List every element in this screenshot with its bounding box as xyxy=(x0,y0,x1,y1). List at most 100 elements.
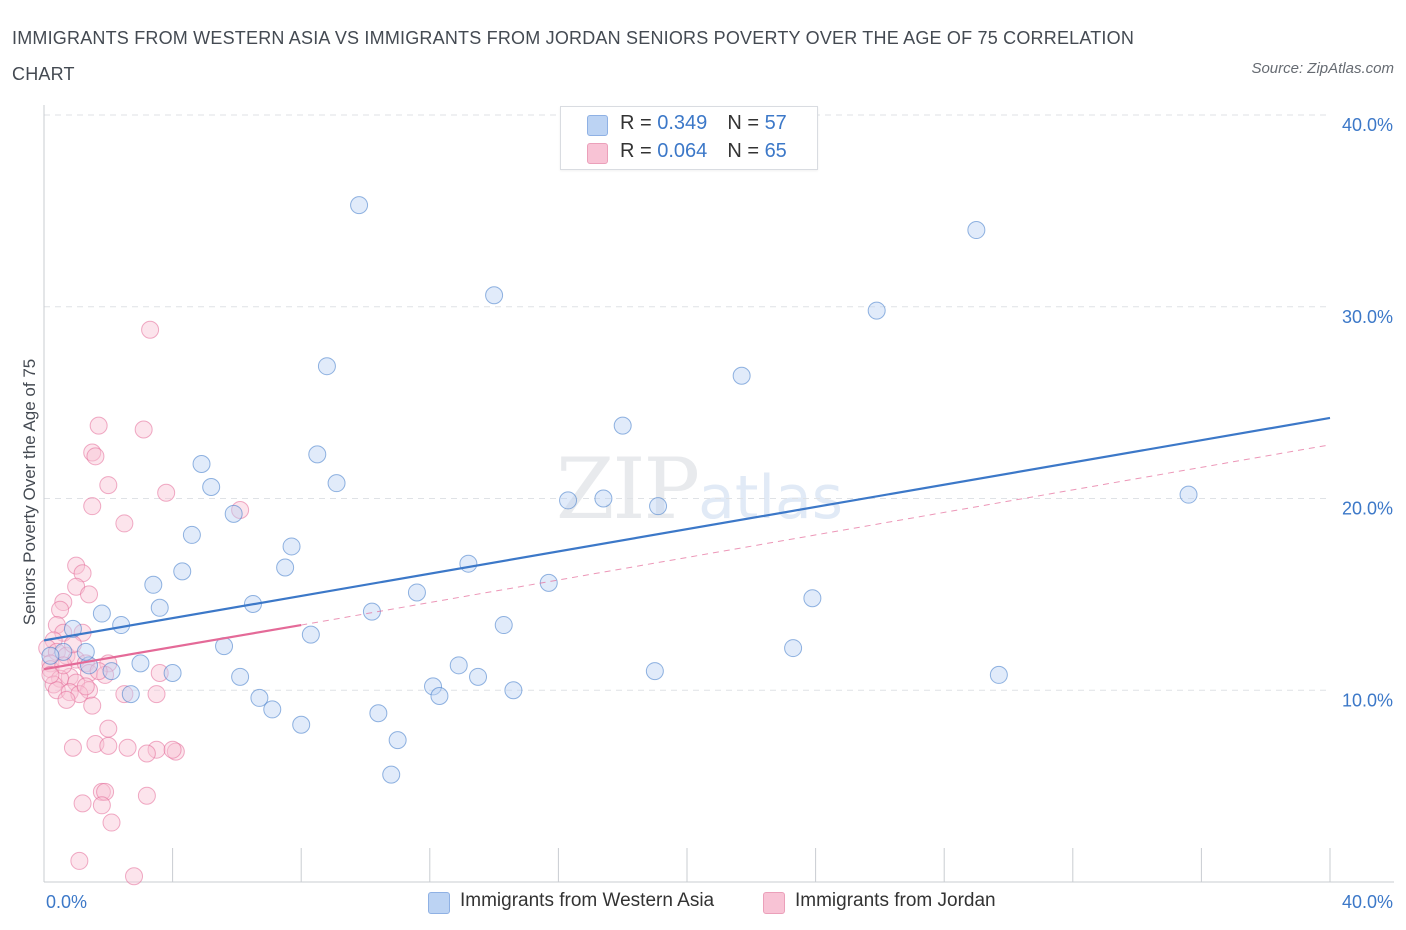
series-legend-label: Immigrants from Western Asia xyxy=(460,890,715,911)
data-point-western-asia xyxy=(224,504,243,523)
data-point-western-asia xyxy=(559,491,578,510)
data-point-western-asia xyxy=(867,301,886,320)
data-point-western-asia xyxy=(202,477,221,496)
data-point-jordan xyxy=(137,786,156,805)
data-point-jordan xyxy=(89,662,108,681)
data-point-western-asia xyxy=(63,619,82,638)
data-point-western-asia xyxy=(131,654,150,673)
data-point-western-asia xyxy=(308,445,327,464)
legend-n-value: 57 xyxy=(764,112,787,134)
data-point-western-asia xyxy=(469,667,488,686)
data-point-western-asia xyxy=(163,663,182,682)
data-point-western-asia xyxy=(803,589,822,608)
legend-r-value: 0.064 xyxy=(657,140,708,162)
data-point-jordan xyxy=(134,420,153,439)
data-point-jordan xyxy=(141,320,160,339)
chart-title: IMMIGRANTS FROM WESTERN ASIA VS IMMIGRAN… xyxy=(12,28,1135,84)
data-point-western-asia xyxy=(989,665,1008,684)
data-point-jordan xyxy=(83,497,102,516)
data-point-western-asia xyxy=(649,497,668,516)
legend-text: R = 0.349 N = 57 xyxy=(620,112,787,135)
data-point-jordan xyxy=(163,740,182,759)
trendline-jordan-extension xyxy=(301,444,1331,626)
legend-n-value: 65 xyxy=(764,140,787,162)
data-point-western-asia xyxy=(732,366,751,385)
data-point-jordan xyxy=(115,514,134,533)
data-point-western-asia xyxy=(369,704,388,723)
data-point-western-asia xyxy=(350,196,369,215)
watermark-zip: ZIP xyxy=(556,440,700,538)
data-point-jordan xyxy=(115,685,134,704)
data-point-western-asia xyxy=(327,474,346,493)
data-point-jordan xyxy=(70,851,89,870)
data-point-western-asia xyxy=(276,558,295,577)
y-tick-label: 10.0% xyxy=(1342,690,1393,710)
data-point-jordan xyxy=(137,744,156,763)
data-point-jordan xyxy=(89,416,108,435)
data-point-western-asia xyxy=(182,525,201,544)
legend-swatch-pink xyxy=(587,143,608,164)
series-swatch-pink xyxy=(763,892,785,914)
legend-swatch-blue xyxy=(587,115,608,136)
data-point-jordan xyxy=(99,476,118,495)
series-legend-label: Immigrants from Jordan xyxy=(795,890,996,911)
x-tick-label: 0.0% xyxy=(46,892,87,912)
data-point-western-asia xyxy=(173,562,192,581)
legend-r-value: 0.349 xyxy=(657,112,708,134)
data-point-western-asia xyxy=(231,667,250,686)
data-point-jordan xyxy=(41,665,60,684)
data-point-western-asia xyxy=(613,416,632,435)
y-tick-label: 20.0% xyxy=(1342,499,1393,519)
data-point-jordan xyxy=(86,447,105,466)
data-point-western-asia xyxy=(121,685,140,704)
data-point-western-asia xyxy=(144,575,163,594)
data-point-jordan xyxy=(147,740,166,759)
data-point-western-asia xyxy=(382,765,401,784)
data-point-jordan xyxy=(57,690,76,709)
legend-r-label: R = xyxy=(620,112,658,134)
data-point-western-asia xyxy=(282,537,301,556)
data-point-jordan xyxy=(118,738,137,757)
data-point-jordan xyxy=(166,742,185,761)
data-point-jordan xyxy=(83,696,102,715)
data-point-western-asia xyxy=(449,656,468,675)
data-point-jordan xyxy=(96,782,115,801)
data-point-jordan xyxy=(99,719,118,738)
data-point-jordan xyxy=(147,685,166,704)
data-point-western-asia xyxy=(967,221,986,240)
series-western-asia-points xyxy=(41,196,1198,784)
data-point-jordan xyxy=(67,556,86,575)
data-point-jordan xyxy=(125,867,144,886)
legend-text: R = 0.064 N = 65 xyxy=(620,140,787,163)
stats-legend: R = 0.349 N = 57 R = 0.064 N = 65 xyxy=(560,106,818,170)
data-point-western-asia xyxy=(485,286,504,305)
data-point-western-asia xyxy=(92,604,111,623)
data-point-western-asia xyxy=(317,357,336,376)
data-point-western-asia xyxy=(150,598,169,617)
data-point-western-asia xyxy=(1179,485,1198,504)
data-point-jordan xyxy=(63,738,82,757)
watermark: ZIPatlas xyxy=(556,440,843,538)
data-point-western-asia xyxy=(41,646,60,665)
data-point-western-asia xyxy=(263,700,282,719)
data-point-western-asia xyxy=(784,639,803,658)
data-point-western-asia xyxy=(645,662,664,681)
x-tick-label: 40.0% xyxy=(1342,892,1393,912)
data-point-jordan xyxy=(73,794,92,813)
data-point-western-asia xyxy=(504,681,523,700)
data-point-western-asia xyxy=(430,687,449,706)
data-point-jordan xyxy=(150,663,169,682)
data-point-jordan xyxy=(51,600,70,619)
data-point-western-asia xyxy=(192,454,211,473)
trendline-jordan xyxy=(43,623,302,671)
series-swatch-blue xyxy=(428,892,450,914)
data-point-western-asia xyxy=(76,642,95,661)
data-point-western-asia xyxy=(388,731,407,750)
data-point-jordan xyxy=(92,796,111,815)
data-point-western-asia xyxy=(494,616,513,635)
data-point-western-asia xyxy=(301,625,320,644)
trendline-western-asia xyxy=(43,416,1331,642)
data-point-western-asia xyxy=(292,715,311,734)
legend-n-label: N = xyxy=(727,112,765,134)
